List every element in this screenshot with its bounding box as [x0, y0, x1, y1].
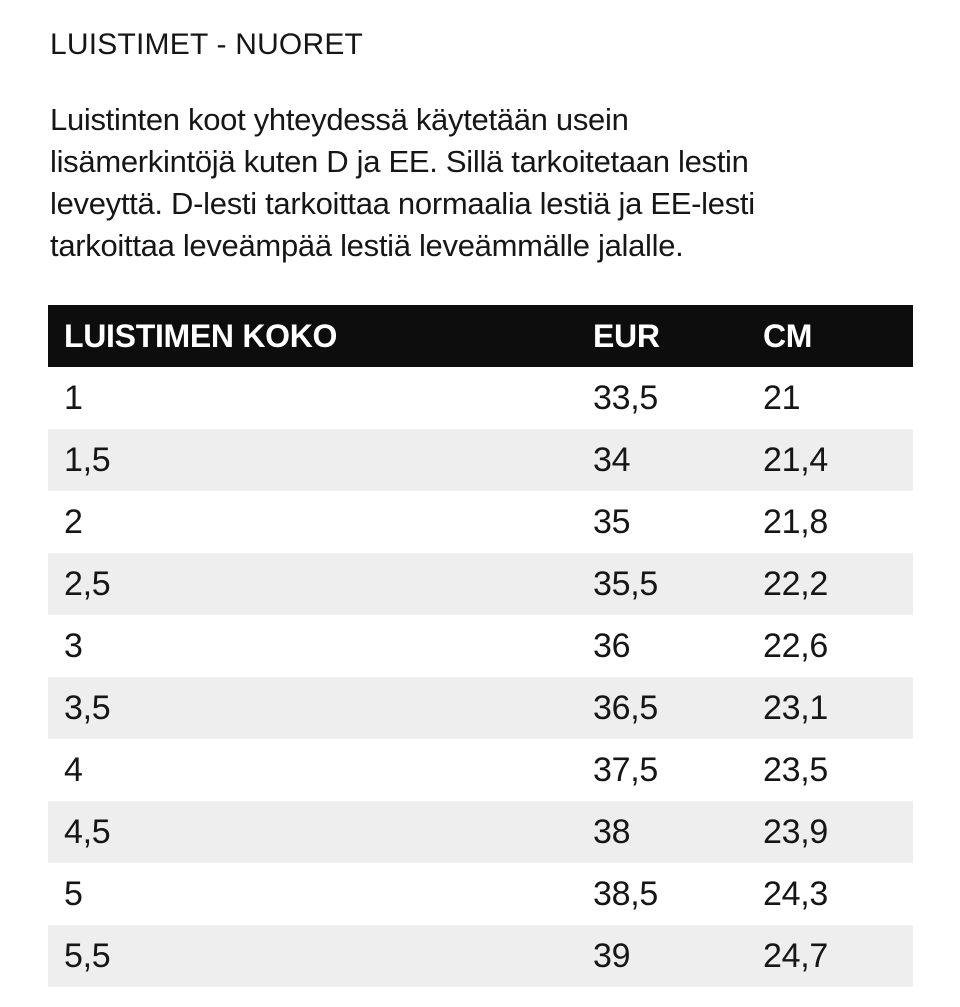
- table-row: 1,5 34 21,4: [48, 429, 913, 491]
- size-cell: 3,5: [64, 688, 111, 727]
- cm-cell: 23,1: [763, 688, 828, 727]
- cm-cell: 24,7: [763, 936, 828, 975]
- eur-cell: 39: [593, 936, 631, 975]
- cm-cell: 21,8: [763, 502, 828, 541]
- size-table: LUISTIMEN KOKO EUR CM 1 33,5 21 1,5 34 21,4 2 3…: [48, 305, 913, 987]
- size-cell: 5,5: [64, 936, 111, 975]
- table-row: 2,5 35,5 22,2: [48, 553, 913, 615]
- table-row: 4,5 38 23,9: [48, 801, 913, 863]
- table-row: 4 37,5 23,5: [48, 739, 913, 801]
- size-cell: 2: [64, 502, 83, 541]
- cm-cell: 23,5: [763, 750, 828, 789]
- eur-cell: 36: [593, 626, 631, 665]
- eur-cell: 38: [593, 812, 631, 851]
- size-cell: 5: [64, 874, 83, 913]
- size-cell: 1,5: [64, 440, 111, 479]
- size-cell: 4,5: [64, 812, 111, 851]
- cm-cell: 21: [763, 378, 801, 417]
- paragraph-line: lisämerkintöjä kuten D ja EE. Sillä tark…: [50, 144, 749, 179]
- table-row: 5 38,5 24,3: [48, 863, 913, 925]
- col-header-eur: EUR: [593, 305, 763, 367]
- eur-cell: 36,5: [593, 688, 658, 727]
- eur-cell: 35: [593, 502, 631, 541]
- paragraph-line: tarkoittaa leveämpää lestiä leveämmälle …: [50, 228, 684, 263]
- eur-cell: 34: [593, 440, 631, 479]
- page-title: LUISTIMET - NUORET: [50, 28, 364, 61]
- paragraph-line: Luistinten koot yhteydessä käytetään use…: [50, 102, 629, 137]
- eur-cell: 33,5: [593, 378, 658, 417]
- cm-cell: 23,9: [763, 812, 828, 851]
- paragraph-line: leveyttä. D-lesti tarkoittaa normaalia l…: [50, 186, 755, 221]
- cm-cell: 24,3: [763, 874, 828, 913]
- size-cell: 3: [64, 626, 83, 665]
- eur-cell: 38,5: [593, 874, 658, 913]
- cm-cell: 22,2: [763, 564, 828, 603]
- cm-cell: 21,4: [763, 440, 828, 479]
- size-cell: 1: [64, 378, 83, 417]
- size-table-body: 1 33,5 21 1,5 34 21,4 2 35 21,8 2,5 35,5 22,2 3 36 22,…: [48, 367, 913, 987]
- table-row: 3 36 22,6: [48, 615, 913, 677]
- size-cell: 4: [64, 750, 83, 789]
- col-header-size: LUISTIMEN KOKO: [48, 305, 593, 367]
- cm-cell: 22,6: [763, 626, 828, 665]
- intro-paragraph: Luistinten koot yhteydessä käytetään use…: [0, 63, 960, 267]
- eur-cell: 37,5: [593, 750, 658, 789]
- eur-cell: 35,5: [593, 564, 658, 603]
- table-row: 5,5 39 24,7: [48, 925, 913, 987]
- table-row: 3,5 36,5 23,1: [48, 677, 913, 739]
- col-header-cm: CM: [763, 305, 913, 367]
- size-cell: 2,5: [64, 564, 111, 603]
- table-row: 2 35 21,8: [48, 491, 913, 553]
- table-row: 1 33,5 21: [48, 367, 913, 429]
- table-header-row: LUISTIMEN KOKO EUR CM: [48, 305, 913, 367]
